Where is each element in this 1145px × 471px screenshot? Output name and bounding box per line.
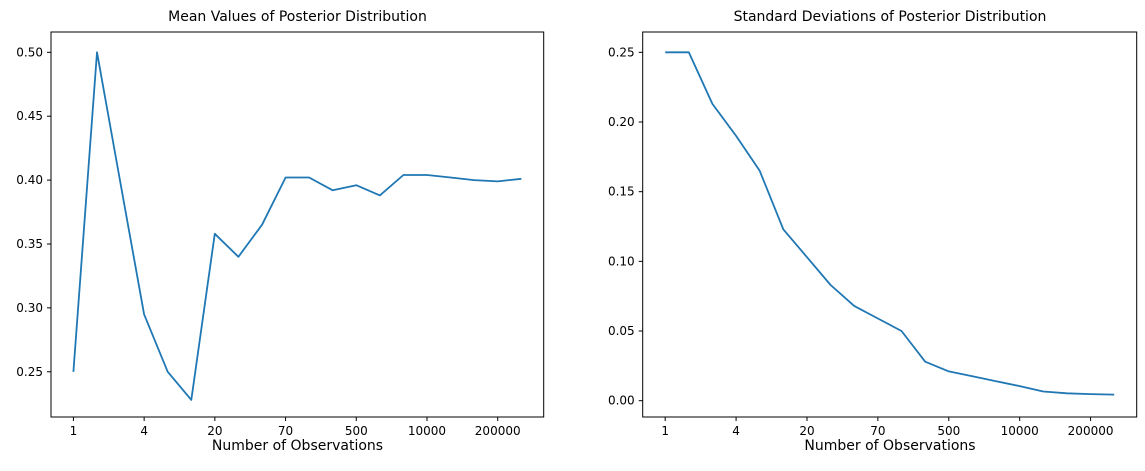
right-y-tick-label: 0.20 (608, 115, 635, 129)
right-y-tick-label: 0.25 (608, 45, 635, 59)
right-x-tick-label: 1 (661, 424, 669, 438)
left-x-tick-label: 70 (278, 424, 293, 438)
mean-values-line (72, 51, 522, 401)
left-x-tick-label: 4 (140, 424, 148, 438)
right-x-tick-label: 200000 (1068, 424, 1114, 438)
right-y-tick-label: 0.15 (608, 185, 635, 199)
right-y-tick-label: 0.10 (608, 254, 635, 268)
left-x-tick-label: 1 (70, 424, 78, 438)
right-x-tick-label: 4 (732, 424, 740, 438)
left-y-tick-label: 0.50 (16, 45, 43, 59)
right-chart-axes-frame (642, 31, 1138, 418)
left-x-tick-label: 10000 (408, 424, 446, 438)
right-x-tick-label: 500 (937, 424, 960, 438)
right-x-tick-label: 70 (870, 424, 885, 438)
left-x-tick-label: 20 (207, 424, 222, 438)
right-y-tick-label: 0.05 (608, 324, 635, 338)
right-y-tick-label: 0.00 (608, 394, 635, 408)
left-chart-axes-frame (50, 31, 545, 418)
right-x-axis-label: Number of Observations (804, 438, 976, 454)
std-deviations-line (665, 51, 1115, 396)
right-x-tick-label: 10000 (1001, 424, 1039, 438)
left-y-tick-label: 0.40 (16, 173, 43, 187)
left-y-tick-label: 0.45 (16, 109, 43, 123)
left-y-tick-label: 0.35 (16, 237, 43, 251)
left-chart-title: Mean Values of Posterior Distribution (168, 9, 427, 25)
left-x-axis-label: Number of Observations (211, 438, 384, 454)
left-x-tick-label: 200000 (475, 424, 521, 438)
right-x-tick-label: 20 (799, 424, 814, 438)
left-x-tick-label: 500 (345, 424, 368, 438)
left-y-tick-label: 0.25 (16, 365, 43, 379)
right-chart-title: Standard Deviations of Posterior Distrib… (733, 9, 1047, 25)
left-y-tick-label: 0.30 (16, 301, 43, 315)
